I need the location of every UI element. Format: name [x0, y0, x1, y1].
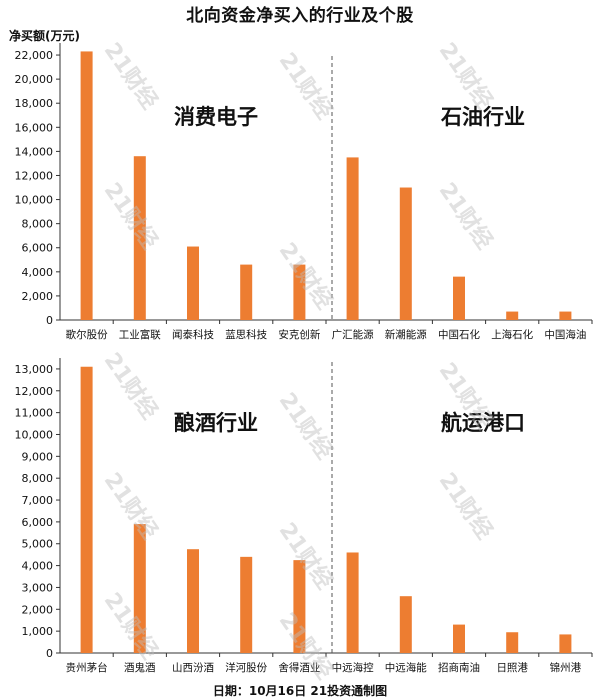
bar — [187, 549, 199, 653]
y-tick-label: 9,000 — [22, 450, 54, 463]
x-tick-label: 锦州港 — [550, 661, 582, 674]
bar — [293, 264, 306, 320]
bar — [506, 311, 519, 320]
bar — [187, 246, 199, 320]
x-tick-label: 酒鬼酒 — [124, 661, 156, 674]
watermark-logo: 21财经 — [434, 468, 498, 544]
bar — [240, 264, 253, 320]
watermark-logo: 21财经 — [274, 518, 338, 594]
watermark-logo: 21财经 — [274, 388, 338, 464]
bar — [80, 366, 93, 653]
y-tick-label: 2,000 — [22, 290, 54, 303]
watermark-logo: 21财经 — [99, 348, 163, 424]
x-tick-label: 蓝思科技 — [225, 328, 267, 341]
y-tick-label: 4,000 — [22, 266, 54, 279]
group-label: 酿酒行业 — [174, 411, 258, 435]
y-tick-label: 18,000 — [15, 97, 54, 110]
y-tick-label: 5,000 — [22, 538, 54, 551]
x-tick-label: 广汇能源 — [332, 328, 374, 341]
y-axis-unit-label: 净买额(万元) — [9, 29, 80, 43]
bar — [453, 624, 465, 653]
x-tick-label: 闻泰科技 — [172, 328, 214, 341]
x-tick-label: 上海石化 — [491, 328, 533, 341]
x-tick-label: 工业富联 — [119, 328, 161, 341]
x-tick-label: 日照港 — [496, 662, 528, 674]
watermark-logo: 21财经 — [99, 38, 163, 114]
watermark-logo: 21财经 — [274, 238, 338, 314]
bar — [559, 311, 572, 320]
x-tick-label: 新潮能源 — [385, 328, 427, 341]
bar — [399, 596, 412, 653]
bar — [506, 632, 519, 653]
x-tick-label: 中远海能 — [385, 661, 427, 674]
y-tick-label: 13,000 — [15, 363, 54, 376]
y-tick-label: 0 — [46, 314, 53, 327]
bar — [346, 157, 359, 320]
group-label: 石油行业 — [440, 105, 525, 129]
group-label: 航运港口 — [441, 411, 525, 435]
y-tick-label: 22,000 — [15, 49, 54, 62]
chart-footer: 日期：10月16日 21投资通制图 — [212, 684, 388, 698]
x-tick-label: 中国石化 — [438, 328, 480, 341]
x-tick-label: 中远海控 — [332, 661, 374, 674]
group-label: 消费电子 — [174, 105, 258, 129]
watermark-logo: 21财经 — [99, 178, 163, 254]
x-tick-label: 歌尔股份 — [66, 328, 108, 341]
bar — [240, 556, 253, 653]
bar — [453, 276, 465, 320]
y-tick-label: 14,000 — [15, 145, 54, 158]
y-tick-label: 11,000 — [15, 407, 54, 420]
watermark-logo: 21财经 — [434, 38, 498, 114]
chart-title: 北向资金净买入的行业及个股 — [186, 6, 414, 26]
y-tick-label: 10,000 — [15, 194, 54, 207]
y-tick-label: 8,000 — [22, 218, 54, 231]
y-tick-label: 6,000 — [22, 242, 54, 255]
chart-panel-1: 0 2,000 4,000 6,000 8,000 10,000 12,000 14,000 1… — [15, 43, 593, 341]
y-tick-label: 12,000 — [15, 385, 54, 398]
bar — [80, 51, 93, 321]
y-tick-label: 8,000 — [22, 472, 54, 485]
x-tick-label: 洋河股份 — [225, 661, 267, 674]
bar — [293, 560, 306, 653]
bar — [133, 524, 146, 653]
x-tick-label: 舍得酒业 — [278, 661, 320, 674]
chart-panel-2: 0 1,000 2,000 3,000 4,000 5,000 6,000 7,000 8,00… — [15, 358, 593, 674]
x-tick-label: 贵州茅台 — [66, 661, 108, 674]
x-tick-label: 中国海油 — [544, 328, 586, 341]
bar — [133, 156, 146, 320]
watermark-logo: 21财经 — [99, 468, 163, 544]
y-tick-label: 16,000 — [15, 121, 54, 134]
y-tick-label: 3,000 — [22, 581, 54, 594]
y-tick-label: 4,000 — [22, 560, 54, 573]
y-tick-label: 0 — [46, 647, 53, 660]
y-tick-label: 12,000 — [15, 169, 54, 182]
bar — [346, 552, 359, 653]
x-tick-label: 安克创新 — [278, 328, 320, 341]
y-tick-label: 20,000 — [15, 73, 54, 86]
x-tick-label: 山西汾酒 — [172, 661, 214, 674]
watermark-logo: 21财经 — [434, 178, 498, 254]
y-tick-label: 1,000 — [22, 625, 54, 638]
y-tick-label: 2,000 — [22, 603, 54, 616]
watermark-logo: 21财经 — [274, 48, 338, 124]
y-tick-label: 10,000 — [15, 428, 54, 441]
y-tick-label: 6,000 — [22, 516, 54, 529]
y-tick-label: 7,000 — [22, 494, 54, 507]
x-tick-label: 招商南油 — [438, 661, 480, 674]
bar — [399, 187, 412, 320]
bar — [559, 634, 572, 653]
